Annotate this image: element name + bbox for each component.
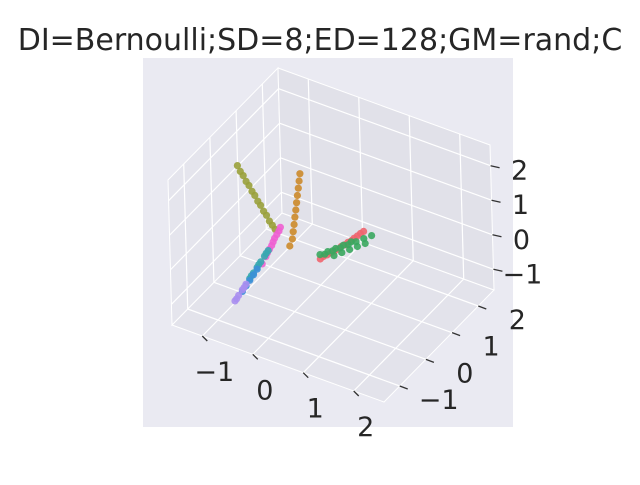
z-tick-mark [490, 165, 500, 169]
data-point [295, 177, 303, 185]
data-point [360, 227, 368, 235]
y-tick-label: 1 [483, 332, 500, 363]
x-tick-mark [353, 390, 360, 397]
data-point [289, 228, 297, 236]
y-tick-mark [399, 385, 408, 390]
x-tick-mark [201, 335, 208, 342]
grid-line-x-floor [252, 241, 364, 355]
z-tick-label: −1 [502, 259, 542, 290]
grid-line-y-wall [209, 137, 215, 283]
grid-line-z-wall [169, 122, 280, 236]
z-tick-mark [493, 268, 503, 272]
data-point [249, 271, 258, 279]
data-point [262, 249, 270, 257]
data-point [290, 220, 298, 229]
x-tick-label: −1 [194, 357, 234, 388]
data-points [231, 162, 376, 305]
z-tick-mark [491, 199, 501, 203]
y-tick-mark [478, 305, 487, 310]
grid-line-y-wall [183, 163, 189, 310]
grid-line-y-floor [213, 281, 427, 360]
series-7 [231, 280, 250, 305]
data-point [291, 213, 299, 221]
grid-lines [168, 78, 494, 392]
y-tick-label: 0 [456, 358, 473, 389]
data-point [347, 238, 355, 246]
grid-line-x-back [307, 78, 313, 225]
data-point [316, 251, 324, 259]
grid-line-x-back [408, 115, 414, 261]
grid-line-y-floor [187, 308, 400, 387]
grid-line-x-floor [302, 260, 414, 374]
data-point [338, 249, 346, 257]
data-point [353, 242, 361, 251]
x-tick-mark [252, 353, 259, 360]
data-point [296, 170, 304, 178]
data-point [233, 295, 241, 303]
y-tick-label: 2 [509, 305, 526, 336]
data-point [254, 197, 262, 205]
data-point [265, 217, 273, 225]
z-tick-mark [492, 234, 502, 238]
grid-line-y-floor [239, 255, 453, 334]
data-point [275, 227, 283, 235]
chart-title: DI=Bernoulli;SD=8;ED=128;GM=rand;C [18, 23, 623, 58]
data-point [353, 232, 361, 240]
data-point [361, 239, 369, 248]
data-point [368, 232, 376, 240]
data-point [332, 244, 340, 253]
grid-line-z-wall [168, 88, 279, 202]
data-point [324, 248, 332, 256]
x-tick-label: 2 [357, 412, 374, 443]
z-tick-label: 2 [511, 156, 528, 187]
grid-line-z-back [278, 88, 491, 167]
grid-line-y-wall [235, 110, 241, 256]
data-point [293, 199, 301, 207]
data-point [294, 184, 302, 192]
data-point [292, 206, 300, 214]
grid-line-z-back [279, 122, 492, 201]
data-point [330, 252, 338, 260]
data-point [236, 167, 244, 175]
grid-line-z-back [281, 191, 494, 270]
z-tick-label: 0 [513, 225, 530, 256]
data-point [260, 207, 268, 215]
data-point [240, 284, 248, 292]
data-point [293, 191, 301, 200]
x-tick-label: 0 [256, 375, 273, 406]
series-1 [316, 232, 376, 260]
grid-line-x-floor [201, 223, 313, 337]
grid-line-y-wall [261, 83, 267, 230]
x-tick-mark [302, 372, 309, 379]
grid-line-x-back [459, 133, 465, 280]
data-point [248, 187, 256, 195]
series-2 [286, 170, 304, 250]
data-point [339, 241, 347, 249]
data-point [242, 177, 250, 185]
x-tick-label: 1 [307, 394, 324, 425]
data-point [271, 234, 279, 242]
grid-line-z-back [280, 157, 493, 236]
back-wall-pane [277, 67, 495, 291]
y-tick-label: −1 [419, 385, 459, 416]
y-tick-mark [425, 358, 435, 363]
data-point [286, 242, 294, 250]
data-point [346, 245, 354, 254]
data-point [233, 162, 241, 170]
grid-line-z-wall [170, 157, 281, 271]
data-point [253, 265, 261, 273]
grid-line-y-floor [266, 228, 479, 307]
y-tick-mark [451, 332, 461, 337]
data-point [288, 235, 296, 243]
z-tick-label: 1 [512, 190, 529, 221]
grid-line-x-floor [353, 278, 465, 392]
data-point [268, 241, 276, 250]
grid-line-x-back [358, 97, 364, 243]
